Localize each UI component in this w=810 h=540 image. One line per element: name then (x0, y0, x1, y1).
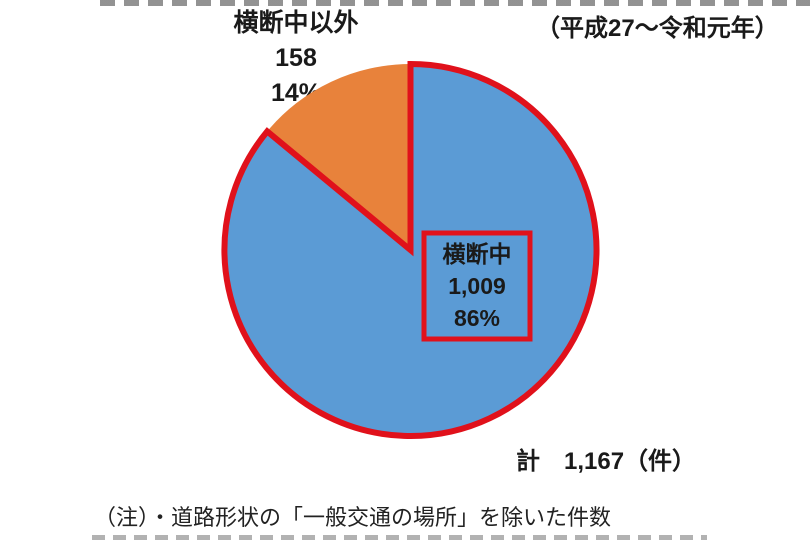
slice-label-other-name: 横断中以外 (233, 9, 359, 37)
slice-label-crossing-name: 横断中 (442, 241, 512, 267)
slice-label-other-value: 158 (275, 44, 317, 72)
slice-label-crossing-percent: 86% (453, 305, 501, 331)
pie-slice-crossing[interactable] (221, 60, 600, 439)
period-label: （平成27～令和元年） (536, 15, 779, 42)
pie-group (221, 60, 600, 439)
slice-label-crossing-value: 1,009 (448, 273, 506, 299)
total-label: 計 1,167（件） (516, 448, 697, 475)
callout-box-border (421, 230, 533, 342)
slice-label-crossing: 横断中 1,009 86% (424, 233, 530, 339)
slice-label-other: 横断中以外 158 14% (221, 6, 371, 111)
pie-slice-other[interactable] (267, 63, 411, 251)
footnote: （注）・道路形状の「一般交通の場所」を除いた件数 (94, 505, 612, 530)
